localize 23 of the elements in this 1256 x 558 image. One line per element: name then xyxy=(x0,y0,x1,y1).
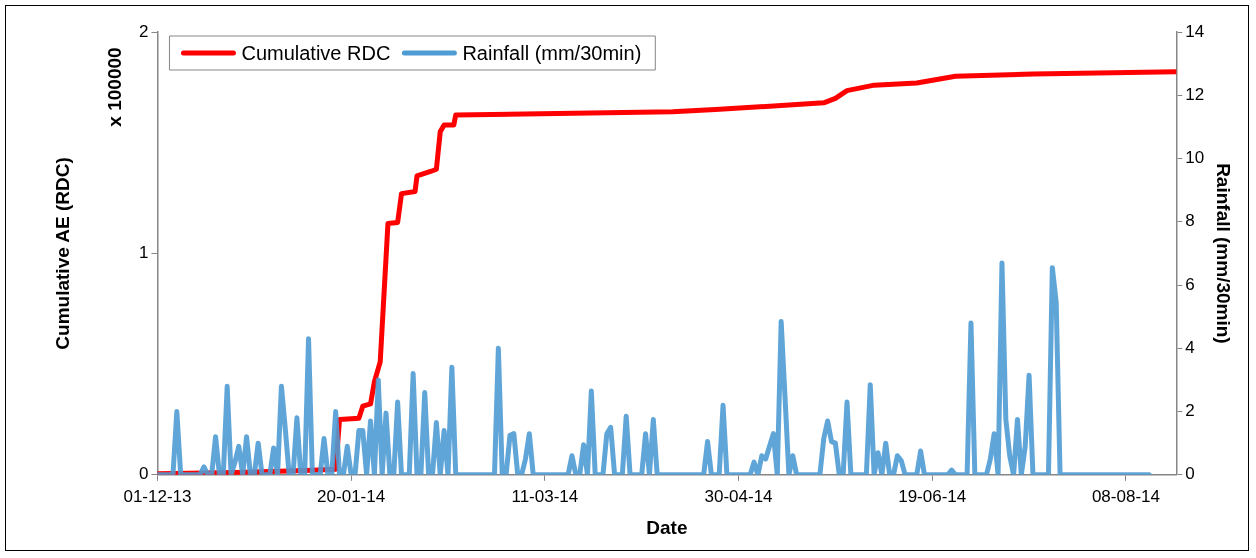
x-axis-title: Date xyxy=(646,516,688,538)
text: x 100000 xyxy=(104,47,126,127)
y-tick-label: 2 xyxy=(138,21,149,41)
y2-tick-label: 2 xyxy=(1185,401,1195,421)
legend-label: Cumulative RDC xyxy=(241,41,391,64)
x-tick-label: 11-03-14 xyxy=(511,486,579,506)
y2-tick-label: 6 xyxy=(1185,274,1195,294)
y-axis-title: Cumulative AE (RDC) xyxy=(52,157,74,350)
x-tick-label: 08-08-14 xyxy=(1091,486,1160,506)
y2-tick-label: 14 xyxy=(1185,21,1205,41)
y2-tick-label: 12 xyxy=(1185,84,1205,104)
x-tick-label: 01-12-13 xyxy=(123,486,192,506)
x-tick-label: 19-06-14 xyxy=(898,486,967,506)
y2-tick-label: 10 xyxy=(1185,148,1205,168)
y2-tick-label: 8 xyxy=(1185,211,1195,231)
x-tick-label: 20-01-14 xyxy=(317,486,386,506)
y2-tick-label: 0 xyxy=(1185,464,1195,484)
legend-label: Rainfall (mm/30min) xyxy=(462,41,642,64)
x-tick-label: 30-04-14 xyxy=(704,486,773,506)
y2-tick-label: 4 xyxy=(1185,337,1195,357)
y-tick-label: 0 xyxy=(138,464,149,484)
y2-axis-title: Rainfall (mm/30min) xyxy=(1213,163,1235,344)
y-tick-label: 1 xyxy=(138,243,149,263)
